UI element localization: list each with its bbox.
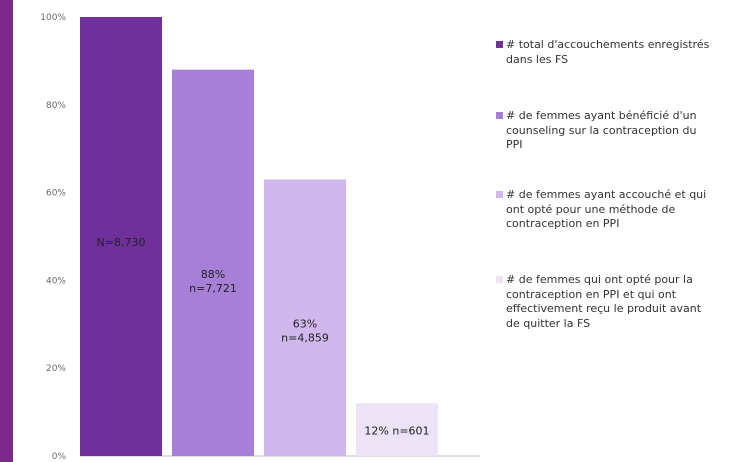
legend-swatch <box>496 191 503 198</box>
bar-data-label: n=4,859 <box>281 332 329 345</box>
bar-data-label: n=7,721 <box>189 282 237 295</box>
bar-data-labels: N=8,730 88%n=7,721 63%n=4,859 12% n=601 <box>97 236 430 438</box>
legend-swatch <box>496 276 503 283</box>
y-tick-label: 40% <box>46 276 66 286</box>
accent-bar <box>0 0 13 462</box>
y-tick-label: 60% <box>46 189 66 199</box>
bar-data-label: 88% <box>201 268 225 281</box>
legend-label-line: PPI <box>506 138 523 151</box>
legend-item: # de femmes qui ont opté pour la contrace… <box>496 273 728 331</box>
legend-label-line: dans les FS <box>506 52 569 66</box>
bar <box>80 17 162 456</box>
bar-data-label: 63% <box>293 318 317 331</box>
legend-label: # de femmes ayant accouché et qui ont opt… <box>496 188 728 232</box>
legend-label-line: de quitter la FS <box>506 316 591 330</box>
legend-label: # total d'accouchements enregistrés dans … <box>496 38 728 67</box>
legend-label-line: ont opté pour une méthode de <box>506 202 676 216</box>
legend-label-line: contraception en PPI et qui ont <box>506 287 677 301</box>
bar <box>172 69 254 457</box>
bar <box>356 403 438 456</box>
legend-item: # de femmes ayant bénéficié d'un counseli… <box>496 109 728 153</box>
bar-data-label: 12% n=601 <box>364 425 429 438</box>
legend-label-line: # de femmes ayant accouché et qui <box>506 188 707 201</box>
legend-label-line: effectivement reçu le produit avant <box>506 302 702 315</box>
legend-label-line: # de femmes ayant bénéficié d'un <box>506 109 697 122</box>
legend-label: # de femmes ayant bénéficié d'un counseli… <box>496 109 728 153</box>
y-tick-label: 100% <box>40 13 66 23</box>
bars <box>80 17 438 457</box>
bar-data-label: N=8,730 <box>97 236 146 249</box>
legend-swatch <box>496 41 503 48</box>
legend-label-line: # de femmes qui ont opté pour la <box>506 273 693 286</box>
legend-label: # de femmes qui ont opté pour la contrace… <box>496 273 728 331</box>
legend-item: # total d'accouchements enregistrés dans … <box>496 38 728 67</box>
y-tick-label: 0% <box>52 452 67 462</box>
legend-swatch <box>496 112 503 119</box>
legend-item: # de femmes ayant accouché et qui ont opt… <box>496 188 728 232</box>
legend-label-line: # total d'accouchements enregistrés <box>506 38 710 51</box>
y-tick-label: 20% <box>46 364 66 374</box>
bar-chart: 0% 20% 40% 60% 80% 100% N=8,730 88%n=7,721 63%n… <box>40 13 480 462</box>
y-tick-label: 80% <box>46 101 66 111</box>
legend-label-line: counseling sur la contraception du <box>506 123 697 137</box>
bar <box>264 179 346 456</box>
legend-label-line: contraception en PPI <box>506 217 620 230</box>
